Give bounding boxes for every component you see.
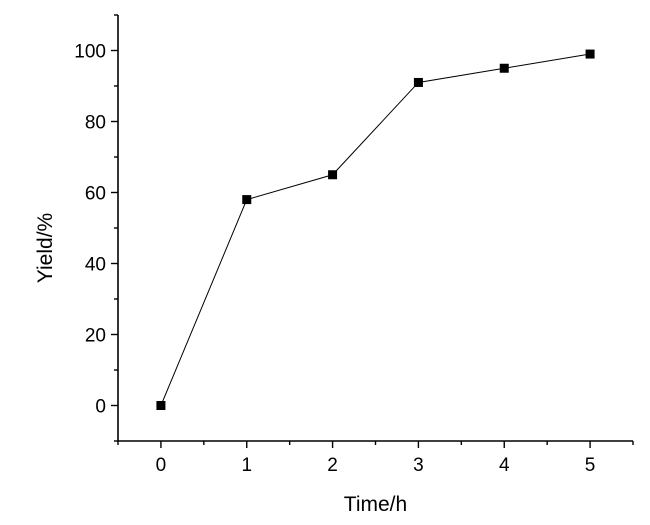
y-tick-label: 0 (95, 397, 106, 418)
axes (117, 15, 633, 442)
data-point (585, 49, 595, 59)
data-point (156, 401, 166, 410)
x-tick-label: 4 (499, 455, 510, 476)
y-axis-label: Yield/% (34, 213, 57, 283)
data-point (413, 77, 423, 87)
y-tick-label: 80 (85, 113, 106, 134)
x-axis-label: Time/h (344, 493, 407, 516)
y-tick-label: 20 (85, 326, 106, 347)
series-line (160, 53, 591, 406)
x-tick-label: 0 (156, 455, 167, 476)
x-tick-label: 5 (585, 455, 596, 476)
x-tick-label: 3 (413, 455, 424, 476)
x-tick-label: 2 (327, 455, 338, 476)
ticks: 0 1 2 3 4 5 0 20 40 60 80 100 (74, 14, 634, 476)
y-tick-label: 40 (85, 255, 106, 276)
data-point (499, 63, 509, 73)
series (156, 49, 595, 410)
y-tick-label: 60 (85, 184, 106, 205)
data-point (328, 170, 338, 180)
data-point (242, 195, 252, 205)
x-tick-label: 1 (241, 455, 252, 476)
y-tick-label: 100 (74, 42, 106, 63)
